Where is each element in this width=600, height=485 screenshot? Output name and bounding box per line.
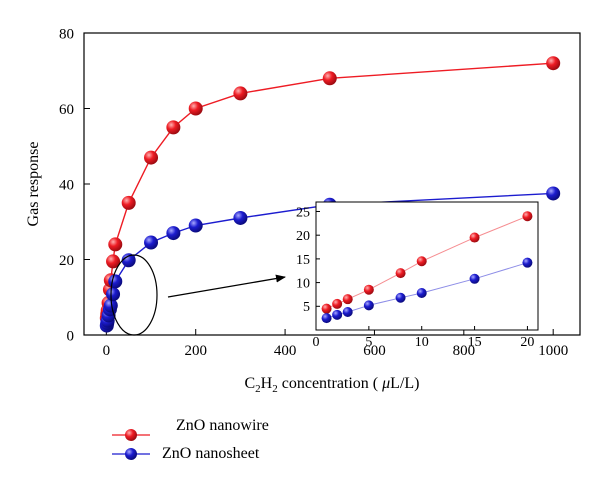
inset-point-nanosheet: [469, 273, 480, 284]
inset-y-tick-label: 25: [296, 205, 310, 220]
legend-entry-nanowire: ZnO nanowire: [112, 417, 269, 441]
legend-label-nanowire: ZnO nanowire: [176, 417, 269, 434]
main-x-tick-label: 200: [184, 343, 207, 359]
inset-point-nanowire: [416, 256, 427, 267]
main-point-nanowire: [108, 237, 123, 252]
inset-x-tick-label: 20: [520, 335, 534, 350]
low-concentration-ellipse: [110, 254, 158, 336]
inset-point-nanosheet: [363, 300, 374, 311]
y-axis-label: Gas response: [25, 142, 42, 227]
main-point-nanowire: [144, 150, 159, 165]
inset-axes: 0 5 10 15 20 5 10 15 20 25: [296, 205, 534, 350]
inset-y-tick-label: 15: [296, 253, 310, 268]
zoom-arrow: [167, 274, 286, 298]
inset-point-nanosheet: [321, 313, 332, 324]
inset-point-nanosheet: [522, 257, 533, 268]
x-axis-label: C2H2 concentration ( μL/L): [245, 375, 420, 395]
main-point-nanosheet: [108, 274, 123, 289]
inset-point-nanowire: [363, 284, 374, 295]
main-point-nanowire: [106, 254, 121, 269]
main-x-tick-label: 400: [274, 343, 297, 359]
main-series: [99, 56, 561, 333]
main-x-tick-label: 800: [453, 343, 476, 359]
inset-y-tick-label: 20: [296, 229, 310, 244]
main-point-nanowire: [546, 56, 561, 71]
legend-marker-nanosheet: [125, 448, 137, 460]
legend: ZnO nanowire ZnO nanosheet: [112, 417, 269, 462]
inset-y-tick-label: 10: [296, 276, 310, 291]
main-y-tick-label: 80: [59, 26, 74, 42]
legend-label-nanosheet: ZnO nanosheet: [162, 445, 260, 462]
inset-point-nanowire: [332, 298, 343, 309]
inset-point-nanowire: [395, 268, 406, 279]
main-point-nanowire: [188, 101, 203, 116]
main-point-nanowire: [121, 195, 136, 210]
inset-plot-frame: [315, 201, 539, 331]
main-y-tick-label: 0: [67, 328, 75, 344]
main-y-tick-label: 60: [59, 102, 74, 118]
inset-point-nanosheet: [395, 292, 406, 303]
main-point-nanosheet: [103, 298, 118, 313]
legend-entry-nanosheet: ZnO nanosheet: [112, 445, 260, 462]
inset-x-tick-label: 15: [468, 335, 482, 350]
main-point-nanosheet: [188, 218, 203, 233]
main-x-tick-label: 0: [103, 343, 111, 359]
inset-point-nanosheet: [342, 306, 353, 317]
inset-point-nanowire: [342, 294, 353, 305]
inset-series: [321, 211, 533, 324]
main-point-nanowire: [166, 120, 181, 135]
main-y-tick-label: 20: [59, 253, 74, 269]
main-point-nanosheet: [546, 186, 561, 201]
main-point-nanosheet: [233, 210, 248, 225]
inset-x-tick-label: 5: [365, 335, 372, 350]
main-x-tick-label: 600: [363, 343, 386, 359]
inset-y-tick-label: 5: [303, 300, 310, 315]
main-y-tick-label: 40: [59, 177, 74, 193]
inset-point-nanosheet: [332, 309, 343, 320]
inset-point-nanowire: [522, 211, 533, 222]
main-point-nanowire: [322, 71, 337, 86]
inset-x-tick-label: 0: [313, 335, 320, 350]
inset-point-nanowire: [469, 232, 480, 243]
inset-point-nanosheet: [416, 288, 427, 299]
main-point-nanosheet: [144, 235, 159, 250]
main-point-nanosheet: [121, 253, 136, 268]
legend-marker-nanowire: [125, 429, 137, 441]
inset-x-tick-label: 10: [415, 335, 429, 350]
main-point-nanosheet: [106, 287, 121, 302]
main-point-nanosheet: [166, 226, 181, 241]
inset-point-nanowire: [321, 303, 332, 314]
main-x-tick-label: 1000: [538, 343, 568, 359]
main-point-nanowire: [233, 86, 248, 101]
